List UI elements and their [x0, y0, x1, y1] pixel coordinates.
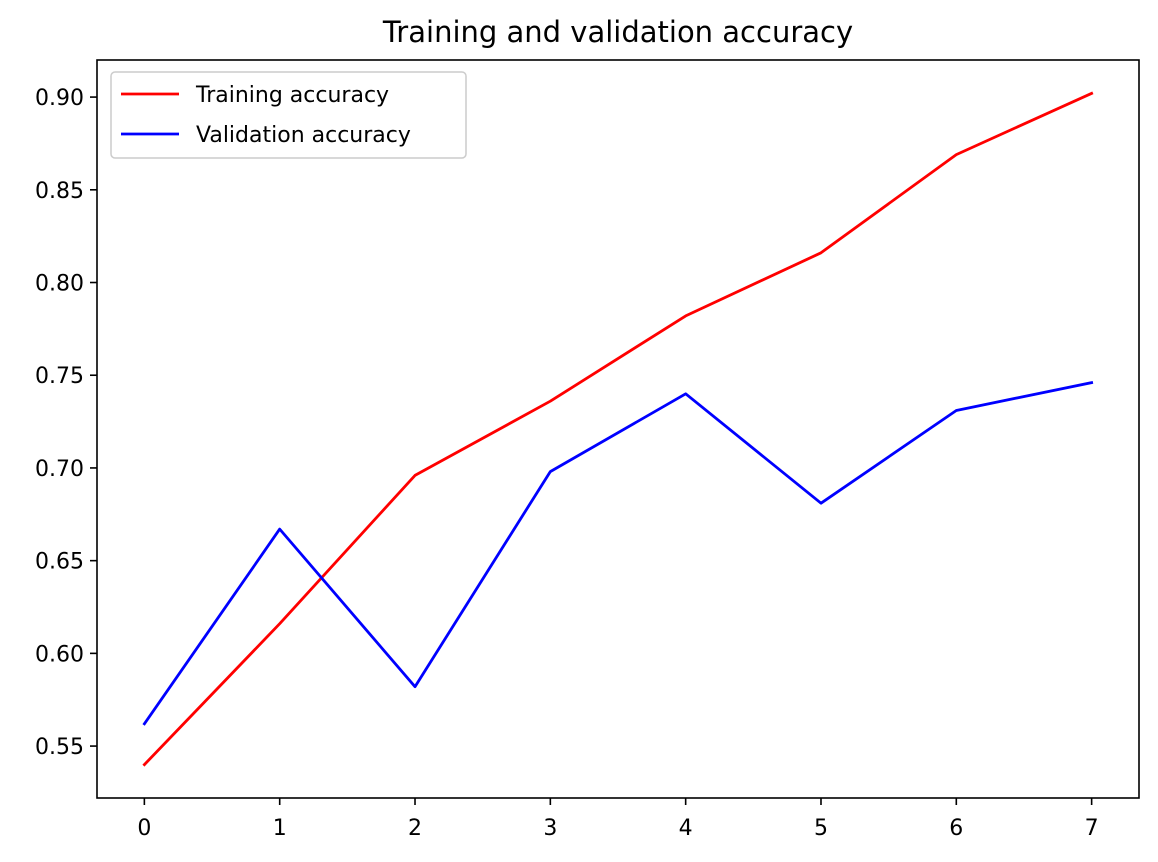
- data-point: [144, 723, 145, 724]
- y-tick-label: 0.90: [35, 86, 84, 111]
- series-line: [142, 91, 1094, 767]
- series-layer: [142, 91, 1094, 767]
- y-tick-label: 0.60: [35, 642, 84, 667]
- data-point: [550, 471, 551, 472]
- y-axis: 0.55 0.60 0.65 0.70 0.75 0.80 0.85 0.90: [35, 86, 97, 760]
- x-tick-label: 7: [1085, 816, 1099, 841]
- chart-title: Training and validation accuracy: [382, 15, 853, 49]
- data-point: [415, 686, 416, 687]
- y-tick-label: 0.75: [35, 364, 84, 389]
- x-tick-label: 0: [137, 816, 151, 841]
- data-point: [415, 475, 416, 476]
- data-point: [685, 315, 686, 316]
- data-point: [1091, 93, 1092, 94]
- legend-box: [110, 71, 467, 159]
- x-tick-label: 4: [679, 816, 693, 841]
- x-tick-label: 5: [814, 816, 828, 841]
- data-point: [685, 393, 686, 394]
- data-point: [820, 252, 821, 253]
- y-tick-label: 0.85: [35, 179, 84, 204]
- data-point: [956, 410, 957, 411]
- x-tick-label: 3: [543, 816, 557, 841]
- data-point: [1091, 382, 1092, 383]
- data-point: [279, 529, 280, 530]
- series-1: [142, 380, 1094, 726]
- y-tick-label: 0.65: [35, 550, 84, 575]
- data-point: [144, 764, 145, 765]
- data-point: [279, 623, 280, 624]
- y-tick-label: 0.70: [35, 457, 84, 482]
- data-point: [956, 154, 957, 155]
- legend: Training accuracy Validation accuracy: [110, 71, 467, 159]
- x-tick-label: 1: [273, 816, 287, 841]
- series-0: [142, 91, 1094, 767]
- x-axis: 0 1 2 3 4 5 6 7: [137, 798, 1099, 841]
- x-tick-label: 2: [408, 816, 422, 841]
- legend-label: Training accuracy: [195, 83, 389, 108]
- series-line: [142, 380, 1094, 726]
- y-tick-label: 0.55: [35, 735, 84, 760]
- x-tick-label: 6: [949, 816, 963, 841]
- y-tick-label: 0.80: [35, 272, 84, 297]
- legend-label: Validation accuracy: [196, 123, 411, 148]
- plot-frame: [96, 59, 1140, 799]
- data-point: [820, 503, 821, 504]
- data-point: [550, 401, 551, 402]
